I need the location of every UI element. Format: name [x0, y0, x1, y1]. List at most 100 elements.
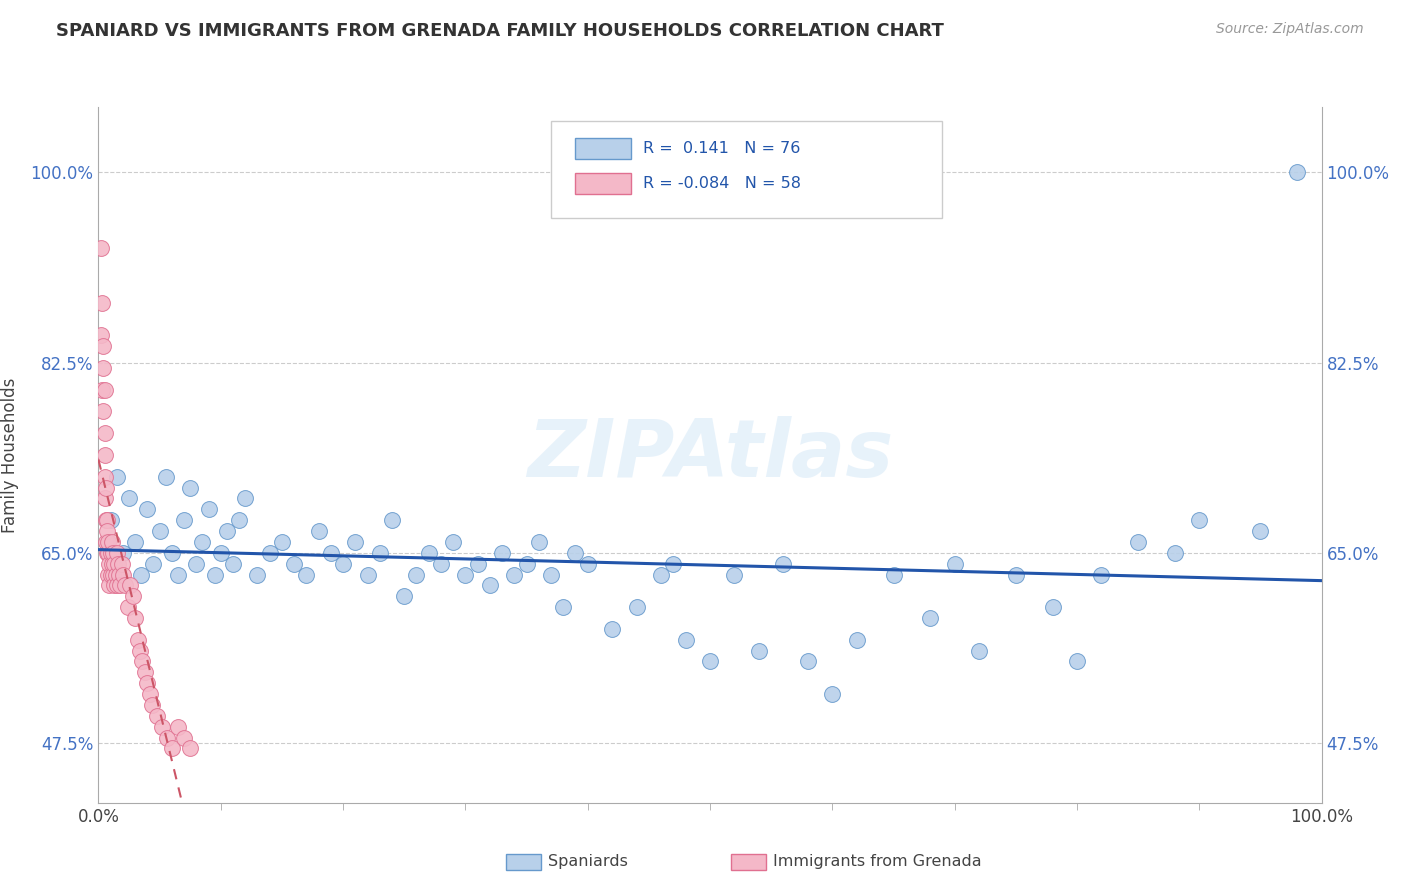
Point [772, 557, 794, 571]
Point [101, 546, 124, 560]
Point [90, 328, 112, 343]
Point [108, 567, 131, 582]
Point [90, 241, 112, 255]
Point [441, 535, 464, 549]
Point [127, 632, 149, 647]
Point [675, 632, 697, 647]
Point [94, 535, 117, 549]
Point [1128, 535, 1150, 549]
Point [136, 676, 159, 690]
Point [93, 448, 115, 462]
Point [111, 567, 134, 582]
Point [173, 513, 195, 527]
Point [204, 567, 226, 582]
Point [1042, 600, 1064, 615]
Point [662, 557, 685, 571]
Point [1164, 546, 1187, 560]
Point [96, 513, 118, 527]
Point [167, 720, 190, 734]
Point [215, 524, 238, 538]
Point [93, 383, 115, 397]
Text: Source: ZipAtlas.com: Source: ZipAtlas.com [1216, 22, 1364, 37]
Point [91, 361, 114, 376]
Point [332, 557, 354, 571]
Point [209, 546, 232, 560]
Point [91, 383, 114, 397]
Bar [575, 173, 630, 194]
FancyBboxPatch shape [551, 121, 942, 219]
Text: R =  0.141   N = 76: R = 0.141 N = 76 [643, 141, 800, 156]
Point [540, 567, 562, 582]
Point [129, 643, 152, 657]
Point [967, 643, 990, 657]
Point [1249, 524, 1271, 538]
Point [105, 546, 128, 560]
Point [96, 524, 118, 538]
Bar [575, 138, 630, 159]
Point [356, 567, 378, 582]
Point [150, 720, 173, 734]
Point [246, 567, 269, 582]
Point [100, 513, 122, 527]
Point [319, 546, 342, 560]
Point [173, 731, 195, 745]
Point [368, 546, 391, 560]
Point [564, 546, 586, 560]
Point [156, 731, 179, 745]
Point [94, 513, 117, 527]
Point [883, 567, 905, 582]
Point [91, 295, 114, 310]
Point [121, 589, 143, 603]
Point [149, 524, 172, 538]
Point [120, 578, 142, 592]
Point [100, 546, 122, 560]
Point [110, 578, 132, 592]
Point [104, 567, 127, 582]
Point [98, 557, 121, 571]
Point [97, 535, 120, 549]
Point [308, 524, 330, 538]
Point [381, 513, 404, 527]
Point [723, 567, 745, 582]
Point [467, 557, 489, 571]
Point [527, 535, 550, 549]
Point [136, 502, 159, 516]
Point [134, 665, 156, 680]
Point [650, 567, 672, 582]
Point [146, 708, 169, 723]
Point [503, 567, 526, 582]
Text: R = -0.084   N = 58: R = -0.084 N = 58 [643, 176, 801, 191]
Point [821, 687, 844, 701]
Point [91, 339, 114, 353]
Point [100, 567, 122, 582]
Text: ZIPAtlas: ZIPAtlas [527, 416, 893, 494]
Point [920, 611, 942, 625]
Point [124, 535, 146, 549]
Point [179, 741, 201, 756]
Point [553, 600, 575, 615]
Point [94, 481, 117, 495]
Point [101, 535, 124, 549]
Point [105, 578, 128, 592]
Point [845, 632, 868, 647]
Text: Immigrants from Grenada: Immigrants from Grenada [773, 855, 981, 869]
Point [155, 469, 177, 483]
Point [91, 404, 114, 418]
Point [699, 655, 721, 669]
Point [114, 578, 136, 592]
Point [405, 567, 427, 582]
Point [1004, 567, 1026, 582]
Point [105, 469, 128, 483]
Point [167, 567, 190, 582]
Point [103, 578, 125, 592]
Text: Spaniards: Spaniards [548, 855, 628, 869]
Point [186, 557, 208, 571]
Point [515, 557, 537, 571]
Point [430, 557, 453, 571]
Point [101, 567, 124, 582]
Point [111, 546, 134, 560]
Point [1090, 567, 1112, 582]
Point [93, 426, 115, 441]
Point [259, 546, 281, 560]
Point [111, 557, 134, 571]
